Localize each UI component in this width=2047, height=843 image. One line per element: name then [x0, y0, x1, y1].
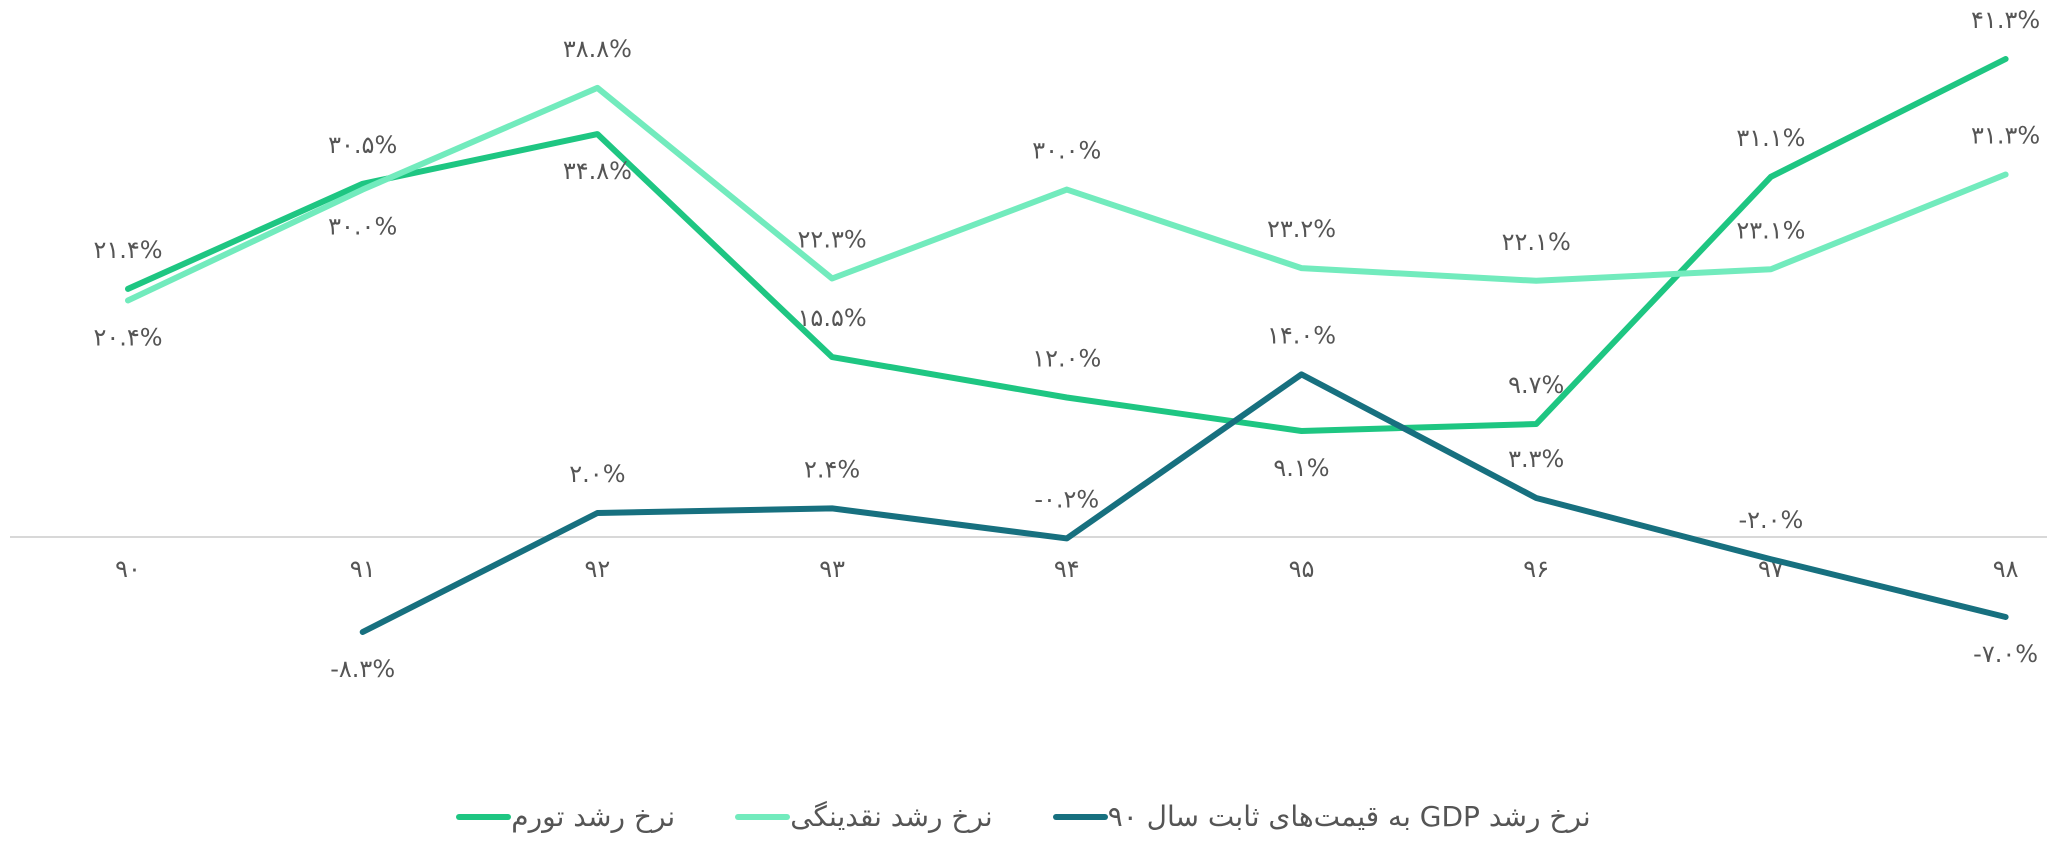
- data-label: ۲.۰%: [569, 460, 625, 488]
- legend-swatch: [735, 813, 791, 820]
- legend: نرخ رشد تورم نرخ رشد نقدینگی نرخ رشد GDP ب…: [0, 800, 2047, 833]
- series-line: [125, 84, 2009, 304]
- x-tick-label: ۹۶: [1523, 555, 1549, 583]
- data-label: ۴۱.۳%: [1971, 6, 2040, 34]
- legend-item: نرخ رشد نقدینگی: [735, 800, 993, 833]
- x-tick-label: ۹۵: [1289, 555, 1315, 583]
- data-label: ۲۲.۱%: [1502, 228, 1571, 256]
- data-label: ۲۱.۴%: [93, 236, 162, 264]
- x-tick-label: ۹۰: [115, 555, 141, 583]
- data-label: ۹.۱%: [1273, 454, 1329, 482]
- data-label: ۳۰.۰%: [328, 213, 397, 241]
- data-label: ۳.۳%: [1508, 445, 1564, 473]
- data-label: -۲.۰%: [1738, 506, 1803, 534]
- x-tick-label: ۹۸: [1993, 555, 2019, 583]
- data-label: ۱۵.۵%: [798, 304, 867, 332]
- legend-swatch: [456, 813, 512, 820]
- data-label: ۲۰.۴%: [93, 323, 162, 351]
- data-label: ۲۳.۱%: [1736, 216, 1805, 244]
- data-label: ۲۲.۳%: [798, 225, 867, 253]
- data-label: -۸.۳%: [330, 655, 395, 683]
- data-label: ۹.۷%: [1508, 371, 1564, 399]
- data-label: -۷.۰%: [1973, 640, 2038, 668]
- data-label: ۳۴.۸%: [563, 157, 632, 185]
- data-label: ۳۰.۵%: [328, 131, 397, 159]
- chart: ۹۰ ۹۱ ۹۲ ۹۳ ۹۴ ۹۵ ۹۶ ۹۷ ۹۸۲۱.۴%۳۰.۵%۳۴.۸%۱۵.۵%۱۲…: [10, 6, 2047, 683]
- x-tick-label: ۹۳: [819, 555, 845, 583]
- data-label: -۰.۲%: [1034, 485, 1099, 513]
- data-label: ۱۲.۰%: [1032, 344, 1101, 372]
- data-label: ۲۳.۲%: [1267, 215, 1336, 243]
- x-tick-label: ۹۱: [350, 555, 376, 583]
- legend-label: نرخ رشد تورم: [511, 800, 676, 833]
- series-line: [359, 371, 2009, 635]
- x-tick-label: ۹۴: [1054, 555, 1080, 583]
- data-label: ۳۱.۱%: [1736, 124, 1805, 152]
- data-label: ۱۴.۰%: [1267, 321, 1336, 349]
- data-label: ۲.۴%: [804, 455, 860, 483]
- legend-item: نرخ رشد GDP به قیمت‌های ثابت سال ۹۰: [1052, 800, 1591, 833]
- legend-item: نرخ رشد تورم: [456, 800, 675, 833]
- legend-swatch: [1052, 813, 1108, 820]
- data-label: ۳۰.۰%: [1032, 137, 1101, 165]
- legend-label: نرخ رشد نقدینگی: [790, 800, 993, 833]
- legend-label: نرخ رشد GDP به قیمت‌های ثابت سال ۹۰: [1107, 800, 1591, 833]
- data-label: ۳۱.۳%: [1971, 122, 2040, 150]
- series-line: [125, 56, 2009, 434]
- data-label: ۳۸.۸%: [563, 35, 632, 63]
- x-tick-label: ۹۲: [585, 555, 611, 583]
